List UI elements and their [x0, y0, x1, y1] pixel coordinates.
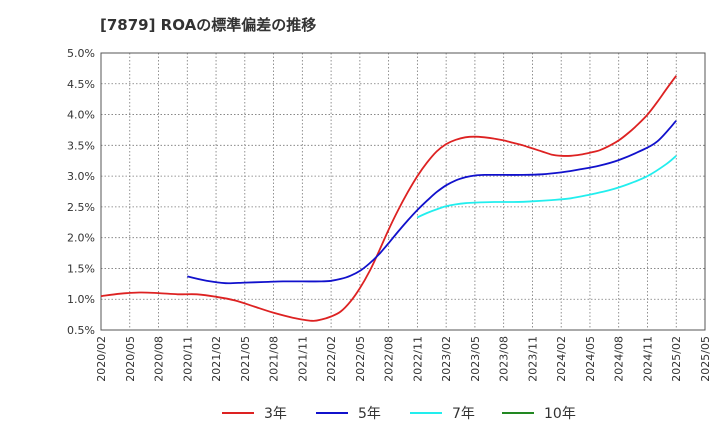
- x-axis: 2020/02 2020/05 2020/08 2020/11 2021/02 2021/…: [95, 336, 712, 382]
- chart-title: [7879] ROAの標準偏差の推移: [100, 16, 317, 34]
- y-tick-label: 3.0%: [67, 170, 95, 183]
- x-tick-label: 2023/08: [498, 336, 511, 382]
- y-tick-label: 0.5%: [67, 324, 95, 337]
- x-tick-label: 2024/05: [584, 336, 597, 382]
- x-tick-label: 2020/11: [181, 336, 194, 382]
- x-tick-label: 2020/08: [153, 336, 166, 382]
- x-tick-label: 2025/02: [670, 336, 683, 382]
- y-tick-label: 3.5%: [67, 139, 95, 152]
- x-tick-label: 2024/11: [641, 336, 654, 382]
- y-tick-label: 5.0%: [67, 47, 95, 60]
- y-tick-label: 4.0%: [67, 109, 95, 122]
- x-tick-label: 2022/08: [383, 336, 396, 382]
- y-tick-label: 1.0%: [67, 293, 95, 306]
- x-tick-label: 2022/11: [411, 336, 424, 382]
- y-tick-label: 4.5%: [67, 78, 95, 91]
- y-axis: 0.5% 1.0% 1.5% 2.0% 2.5% 3.0% 3.5% 4.0% 4.5% 5.0%: [67, 47, 95, 337]
- series-line-3: [416, 155, 677, 219]
- legend-label-4: 10年: [544, 406, 576, 422]
- series-line-1: [100, 75, 677, 322]
- x-tick-label: 2021/08: [268, 336, 281, 382]
- x-tick-label: 2024/02: [555, 336, 568, 382]
- plot-frame: [100, 52, 706, 331]
- x-tick-label: 2021/11: [296, 336, 309, 382]
- grid: [101, 53, 705, 330]
- y-tick-label: 2.5%: [67, 201, 95, 214]
- series-line-2: [187, 120, 677, 285]
- legend-label-2: 5年: [358, 406, 381, 422]
- series-lines: [100, 75, 677, 322]
- x-tick-label: 2020/05: [124, 336, 137, 382]
- x-tick-label: 2024/08: [613, 336, 626, 382]
- y-tick-label: 1.5%: [67, 262, 95, 275]
- x-tick-label: 2021/05: [239, 336, 252, 382]
- x-tick-label: 2025/05: [699, 336, 712, 382]
- legend-label-1: 3年: [264, 406, 287, 422]
- x-tick-label: 2022/05: [354, 336, 367, 382]
- x-tick-label: 2023/11: [526, 336, 539, 382]
- x-tick-label: 2020/02: [95, 336, 108, 382]
- x-tick-label: 2023/05: [469, 336, 482, 382]
- x-tick-label: 2021/02: [210, 336, 223, 382]
- x-tick-label: 2023/02: [440, 336, 453, 382]
- legend-label-3: 7年: [452, 406, 475, 422]
- x-tick-label: 2022/02: [325, 336, 338, 382]
- y-tick-label: 2.0%: [67, 232, 95, 245]
- legend: 3年 5年 7年 10年: [222, 406, 576, 422]
